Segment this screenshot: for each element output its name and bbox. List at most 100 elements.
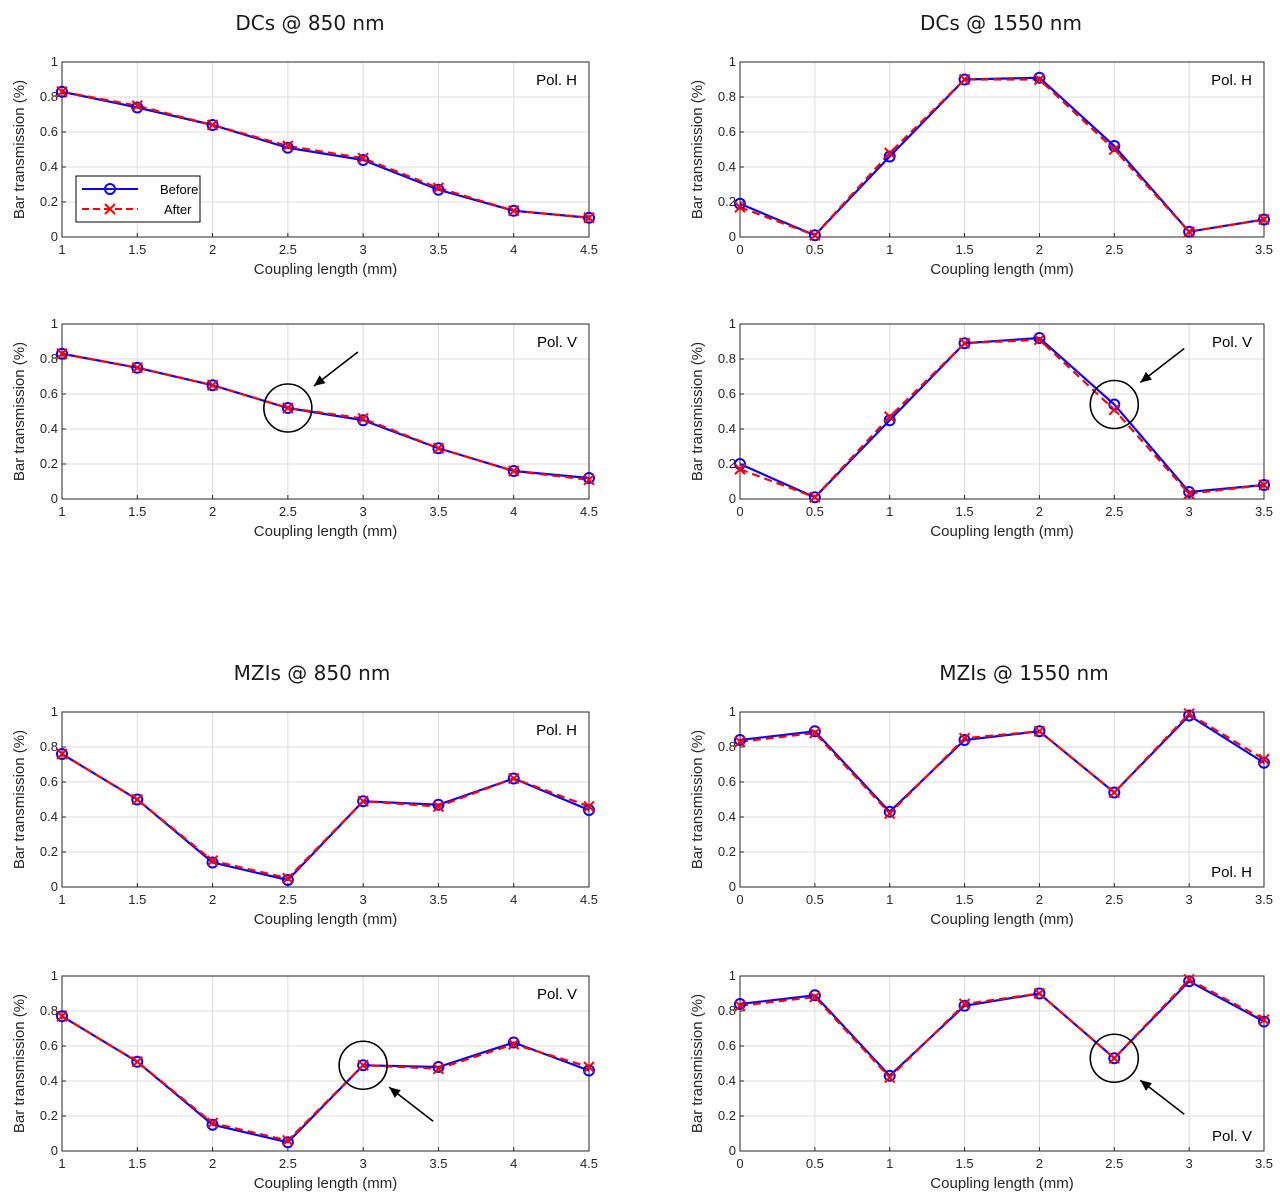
point-before bbox=[131, 101, 144, 114]
point-after bbox=[56, 86, 68, 98]
point-after bbox=[282, 402, 294, 414]
point-after bbox=[1183, 708, 1195, 720]
point-after bbox=[1258, 479, 1270, 491]
arrow-head bbox=[1140, 371, 1152, 383]
x-axis-label: Coupling length (mm) bbox=[930, 523, 1073, 540]
axes-box bbox=[61, 711, 590, 888]
point-before bbox=[432, 1061, 445, 1073]
y-tick-label: 0.4 bbox=[718, 159, 736, 174]
point-after bbox=[884, 1071, 896, 1084]
point-after bbox=[809, 727, 821, 739]
point-after bbox=[1108, 1052, 1120, 1064]
point-after bbox=[958, 73, 971, 86]
axes-box bbox=[739, 711, 1265, 888]
point-after bbox=[131, 793, 143, 806]
x-tick-label: 4.5 bbox=[580, 892, 598, 907]
y-tick-label: 0.8 bbox=[718, 739, 736, 754]
x-tick-label: 1.5 bbox=[128, 892, 146, 907]
y-tick-label: 0.6 bbox=[718, 774, 736, 789]
y-tick-label: 0 bbox=[51, 879, 58, 894]
polarization-label: Pol. H bbox=[536, 72, 577, 89]
point-before bbox=[1258, 479, 1270, 491]
point-after bbox=[357, 1059, 369, 1071]
point-before bbox=[131, 793, 144, 806]
point-after bbox=[432, 800, 445, 813]
point-before bbox=[206, 1118, 219, 1131]
point-before bbox=[281, 1136, 294, 1149]
y-tick-label: 0.8 bbox=[718, 89, 736, 104]
x-tick-label: 1.5 bbox=[956, 504, 974, 519]
x-tick-label: 1.5 bbox=[956, 242, 974, 257]
point-before bbox=[958, 337, 971, 350]
point-after bbox=[958, 732, 971, 744]
point-before bbox=[281, 402, 294, 414]
y-tick-label: 0.6 bbox=[40, 386, 58, 401]
x-tick-label: 1 bbox=[886, 242, 893, 257]
point-before bbox=[281, 874, 294, 886]
panel-4: 1 1.5 2 2.5 3 3.5 4 4.5 0 0.2 0.4 0.6 0.8 1 Coupling l… bbox=[11, 704, 598, 928]
point-after bbox=[1258, 213, 1270, 226]
highlight-circle bbox=[263, 383, 313, 433]
point-before bbox=[734, 197, 746, 210]
point-after bbox=[206, 855, 219, 867]
x-tick-label: 4.5 bbox=[580, 504, 598, 519]
x-tick-label: 2.5 bbox=[279, 504, 297, 519]
y-tick-label: 1 bbox=[51, 968, 58, 983]
y-tick-label: 0.8 bbox=[40, 739, 58, 754]
y-tick-label: 0.4 bbox=[40, 1073, 58, 1088]
point-after bbox=[508, 465, 520, 477]
point-after bbox=[884, 147, 896, 159]
point-after bbox=[1183, 973, 1195, 986]
x-tick-label: 2 bbox=[209, 1156, 216, 1171]
axes-box bbox=[739, 323, 1265, 500]
x-tick-label: 4 bbox=[510, 1156, 517, 1171]
polarization-label: Pol. H bbox=[1211, 72, 1252, 89]
point-before bbox=[1258, 756, 1270, 769]
y-axis-label: Bar transmission (%) bbox=[689, 730, 706, 869]
point-after bbox=[1258, 753, 1270, 765]
x-tick-label: 0.5 bbox=[806, 504, 824, 519]
point-after bbox=[282, 140, 294, 152]
axes-box bbox=[61, 323, 590, 500]
x-tick-label: 1 bbox=[886, 1156, 893, 1171]
polarization-label: Pol. V bbox=[537, 986, 577, 1003]
point-before bbox=[357, 1059, 370, 1072]
x-tick-label: 1.5 bbox=[956, 1156, 974, 1171]
point-before bbox=[507, 1036, 520, 1049]
x-tick-label: 4 bbox=[510, 504, 517, 519]
y-tick-label: 0.6 bbox=[718, 124, 736, 139]
point-after bbox=[56, 748, 68, 760]
point-before bbox=[206, 856, 219, 869]
y-tick-label: 0 bbox=[51, 491, 58, 506]
x-tick-label: 3 bbox=[360, 242, 367, 257]
point-before bbox=[206, 119, 219, 131]
y-tick-label: 0.8 bbox=[718, 1003, 736, 1018]
x-tick-label: 3 bbox=[1186, 892, 1193, 907]
point-before bbox=[808, 725, 821, 738]
y-axis-label: Bar transmission (%) bbox=[689, 342, 706, 481]
plot-area bbox=[62, 324, 589, 499]
point-after bbox=[206, 119, 219, 131]
y-tick-label: 0.6 bbox=[40, 774, 58, 789]
point-after bbox=[206, 1117, 219, 1129]
y-tick-label: 0.4 bbox=[718, 1073, 736, 1088]
x-tick-label: 4.5 bbox=[580, 242, 598, 257]
x-tick-label: 2.5 bbox=[1105, 242, 1123, 257]
x-tick-label: 0.5 bbox=[806, 1156, 824, 1171]
axes-box bbox=[61, 975, 590, 1152]
axes-box bbox=[61, 61, 590, 238]
point-before bbox=[1108, 140, 1121, 152]
y-axis-label: Bar transmission (%) bbox=[11, 80, 28, 219]
x-tick-label: 3.5 bbox=[429, 892, 447, 907]
y-tick-label: 0.2 bbox=[718, 844, 736, 859]
y-tick-label: 0.4 bbox=[40, 421, 58, 436]
point-before bbox=[583, 472, 595, 484]
axes-box bbox=[739, 975, 1265, 1152]
point-after bbox=[1183, 488, 1195, 500]
x-axis-label: Coupling length (mm) bbox=[254, 911, 397, 928]
x-tick-label: 3.5 bbox=[1255, 504, 1273, 519]
y-tick-label: 0.6 bbox=[40, 1038, 58, 1053]
polarization-label: Pol. H bbox=[536, 722, 577, 739]
point-before bbox=[1258, 1015, 1270, 1028]
y-tick-label: 0.8 bbox=[40, 351, 58, 366]
